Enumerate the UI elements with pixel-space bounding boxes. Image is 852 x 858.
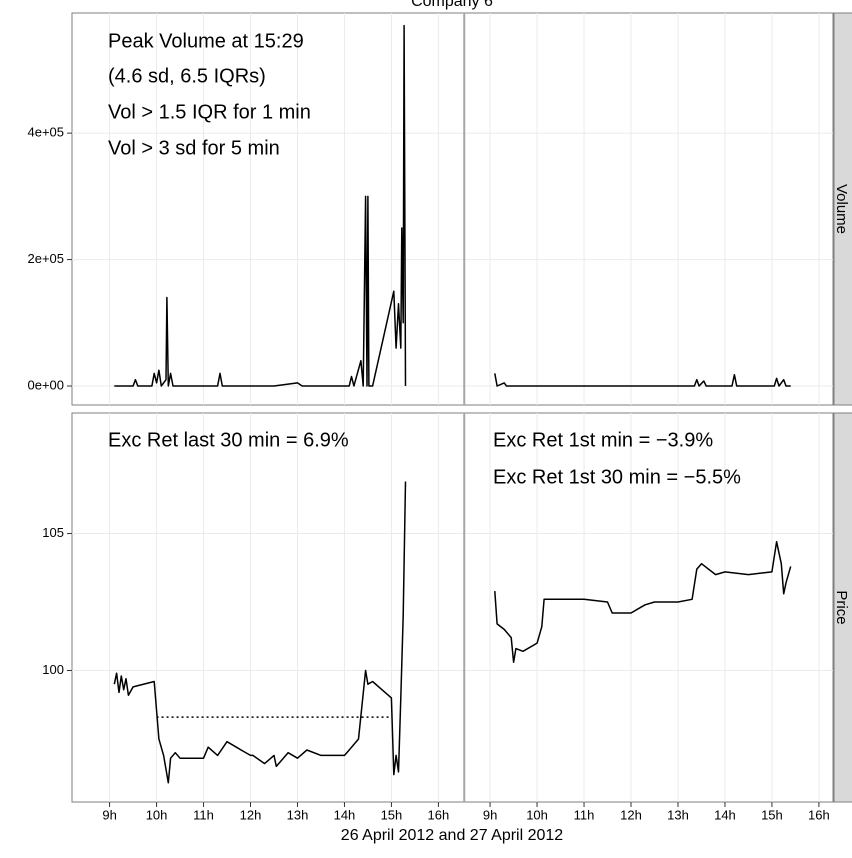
x-tick-label: 12h [620, 807, 642, 822]
x-tick-label: 13h [667, 807, 689, 822]
x-tick-label: 11h [193, 807, 214, 822]
x-tick-label: 10h [146, 807, 168, 822]
y-tick-label: 4e+05 [27, 125, 64, 140]
y-tick-label: 0e+00 [27, 377, 64, 392]
y-tick-label: 105 [42, 525, 64, 540]
x-tick-label: 15h [761, 807, 783, 822]
strip-background [833, 12, 852, 406]
x-tick-label: 15h [381, 807, 403, 822]
strip-label: Price [833, 590, 850, 624]
annotation: Exc Ret 1st min = −3.9% [493, 429, 713, 451]
price-line [113, 481, 792, 784]
x-tick-label: 16h [428, 807, 450, 822]
annotation: (4.6 sd, 6.5 IQRs) [108, 65, 266, 87]
x-tick-label: 14h [714, 807, 736, 822]
strip-background [833, 412, 852, 803]
chart-title: Company 6 [411, 0, 493, 10]
annotation: Vol > 1.5 IQR for 1 min [108, 101, 311, 123]
x-tick-label: 10h [526, 807, 548, 822]
x-tick-label: 9h [483, 807, 497, 822]
y-tick-label: 2e+05 [27, 251, 64, 266]
x-tick-label: 13h [287, 807, 309, 822]
panel-background [71, 412, 834, 803]
price-line [114, 24, 791, 387]
panel-background [71, 12, 834, 406]
strip-label: Volume [833, 184, 850, 234]
annotation: Peak Volume at 15:29 [108, 30, 304, 52]
y-tick-label: 100 [42, 662, 64, 677]
annotation: Exc Ret 1st 30 min = −5.5% [493, 466, 741, 488]
annotation: Exc Ret last 30 min = 6.9% [108, 429, 349, 451]
x-tick-label: 11h [574, 807, 595, 822]
x-axis-label: 26 April 2012 and 27 April 2012 [341, 827, 564, 844]
x-tick-label: 14h [334, 807, 356, 822]
x-tick-label: 9h [102, 807, 116, 822]
x-tick-label: 16h [808, 807, 830, 822]
annotation: Vol > 3 sd for 5 min [108, 137, 280, 159]
x-tick-label: 12h [240, 807, 262, 822]
